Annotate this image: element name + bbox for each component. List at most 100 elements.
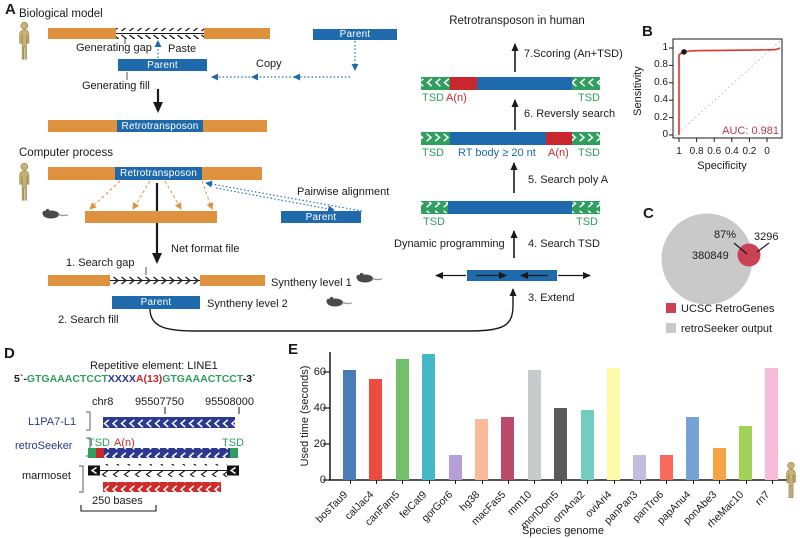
bar-panTro6	[659, 454, 673, 480]
roc-ylabel: Sensitivity	[631, 66, 644, 116]
bar-hg38	[475, 418, 488, 480]
paste-label: Paste	[168, 43, 197, 55]
pairwise-alignment-label: Pairwise alignment	[297, 186, 390, 198]
roc-x-tick-label: 0.6	[707, 146, 722, 157]
retrotransposon-box: Retrotransposon	[117, 120, 203, 132]
step6-label: 6. Reversly search	[524, 108, 616, 120]
human-icon	[786, 461, 796, 498]
generating-fill-label: Generating fill	[82, 80, 150, 92]
line1-track-shapes	[79, 407, 240, 512]
dynamic-programming-label: Dynamic programming	[394, 238, 505, 250]
legend-swatch-ucsc	[666, 303, 676, 313]
x-tick	[534, 480, 536, 484]
x-tick	[587, 480, 589, 484]
net-format-file-label: Net format file	[171, 243, 240, 255]
auc-value: AUC: 0.981	[722, 125, 779, 137]
pipeline-shapes	[421, 43, 600, 281]
x-tick	[481, 480, 483, 484]
tsd-label: TSD	[222, 437, 244, 449]
tsd-label: TSD	[576, 216, 598, 228]
ucsc-count: 3296	[754, 231, 779, 243]
tsd-label: TSD	[88, 437, 110, 449]
step5-label: 5. Search poly A	[528, 174, 609, 186]
roc-x-tick-label: 1	[676, 146, 682, 157]
seq-tsd-left: GTGAAACTCCT	[26, 373, 108, 385]
bar-ornAna2	[580, 409, 594, 480]
x-tick	[507, 480, 509, 484]
roc-x-tick-label: 0.4	[724, 146, 739, 157]
seq-prefix: 5`-	[14, 373, 27, 385]
coord-2: 95508000	[205, 396, 254, 408]
roc-x-tick-label: 0	[764, 146, 770, 157]
x-tick	[349, 480, 351, 484]
bar-gorGor6	[448, 454, 462, 480]
retroseeker-count: 380849	[692, 250, 729, 262]
rt-body-label: RT body ≥ 20 nt	[458, 147, 536, 159]
coord-1: 95507750	[135, 396, 184, 408]
roc-x-tick-label: 0.2	[742, 146, 757, 157]
computer-process-title: Computer process	[19, 147, 113, 159]
syntheny-level-1-label: Syntheny level 1	[271, 277, 352, 289]
roc-y-tick-label: 0	[662, 129, 668, 140]
step4-label: 4. Search TSD	[528, 238, 600, 250]
bar-calJac4	[369, 379, 383, 480]
step1-label: 1. Search gap	[66, 257, 135, 269]
genome-bar	[48, 28, 116, 39]
track-marmoset-label: marmoset	[22, 470, 71, 482]
bar-mm10	[527, 370, 541, 480]
panel-a-label: A	[5, 1, 16, 18]
generating-gap-label: Generating gap	[76, 42, 152, 54]
retrotransposon-in-human-title: Retrotransposon in human	[449, 15, 585, 27]
venn-shapes	[661, 213, 770, 333]
y-tick-label: 20	[313, 438, 326, 450]
x-tick	[745, 480, 747, 484]
x-tick	[375, 480, 377, 484]
syntheny-level-2-label: Syntheny level 2	[207, 298, 288, 310]
panel-d-label: D	[4, 345, 15, 362]
bar-monDom5	[554, 408, 568, 480]
venn-ucsc-circle	[737, 243, 761, 267]
step3-label: 3. Extend	[528, 292, 575, 304]
step2-label: 2. Search fill	[58, 314, 119, 326]
tsd-label: TSD	[578, 147, 600, 159]
roc-plot-shapes	[669, 38, 783, 142]
bar-bosTau9	[343, 370, 356, 480]
legend-ucsc-label: UCSC RetroGenes	[681, 303, 775, 315]
legend-retroseeker-label: retroSeeker output	[681, 323, 773, 335]
parent-label: Parent	[140, 297, 172, 308]
parent-label: Parent	[339, 29, 371, 40]
retrotransposon-label: Retrotransposon	[121, 120, 199, 132]
parent-box: Parent	[112, 296, 200, 309]
parent-label: Parent	[147, 59, 178, 71]
x-tick	[666, 480, 668, 484]
parent-box: Parent	[313, 29, 397, 40]
legend-swatch-retroseeker	[666, 323, 676, 333]
seq-suffix: -3`	[242, 373, 256, 385]
human-icon	[19, 21, 30, 60]
mouse-icon	[325, 296, 353, 308]
copy-label: Copy	[256, 58, 282, 70]
syntheny1-bar	[200, 275, 265, 286]
tsd-label: TSD	[422, 147, 444, 159]
roc-y-tick-label: 0.4	[654, 94, 668, 106]
x-tick	[692, 480, 694, 484]
tsd-label: TSD	[423, 216, 445, 228]
y-tick-label: 60	[313, 366, 326, 378]
seq-polya: A(13)	[135, 373, 163, 385]
bar-rn7	[765, 368, 779, 480]
roc-curve	[678, 47, 781, 135]
roc-x-tick-label: 0.8	[689, 146, 704, 157]
an-label: A(n)	[548, 147, 569, 159]
tsd-label: TSD	[422, 92, 444, 104]
x-tick	[402, 480, 404, 484]
roc-y-tick-label: 0.6	[654, 76, 668, 88]
roc-y-tick-label: 1	[662, 42, 668, 53]
x-tick	[719, 480, 721, 484]
parent-box: Parent	[281, 211, 361, 223]
bar-papAnu4	[686, 417, 700, 480]
chrom-label: chr8	[92, 396, 114, 408]
seq-tsd-right: GTGAAACTCCT	[162, 373, 243, 385]
track-l1pa7-label: L1PA7-L1	[28, 416, 77, 428]
retrotransposon-box: Retrotransposon	[115, 167, 202, 180]
